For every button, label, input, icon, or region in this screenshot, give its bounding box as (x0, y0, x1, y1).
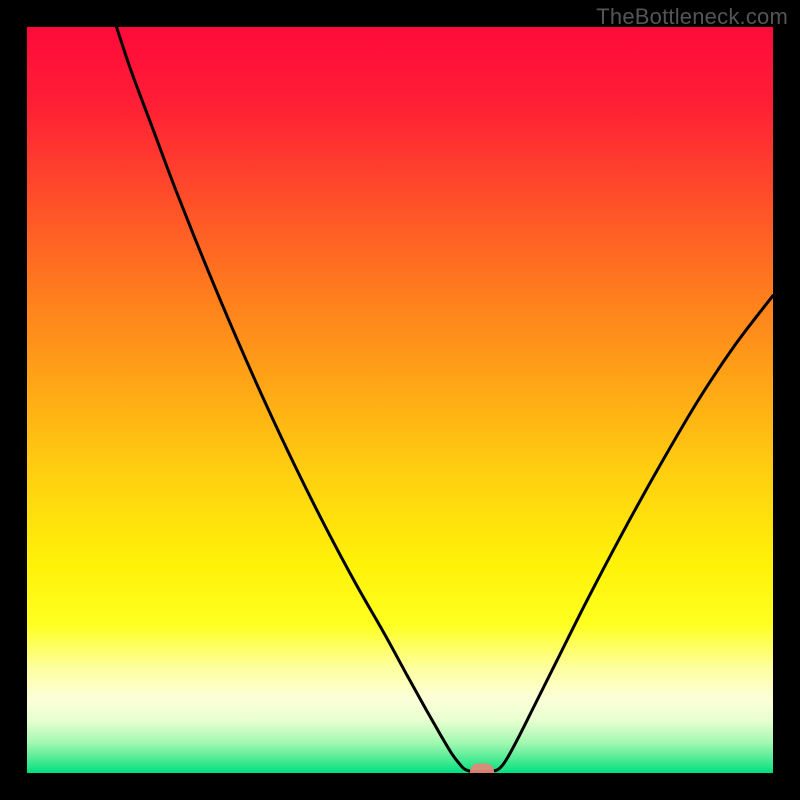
image-root: TheBottleneck.com (0, 0, 800, 800)
plot-area (27, 27, 773, 773)
optimum-marker (470, 763, 494, 773)
bottleneck-curve (27, 27, 773, 773)
watermark-text: TheBottleneck.com (596, 4, 788, 30)
